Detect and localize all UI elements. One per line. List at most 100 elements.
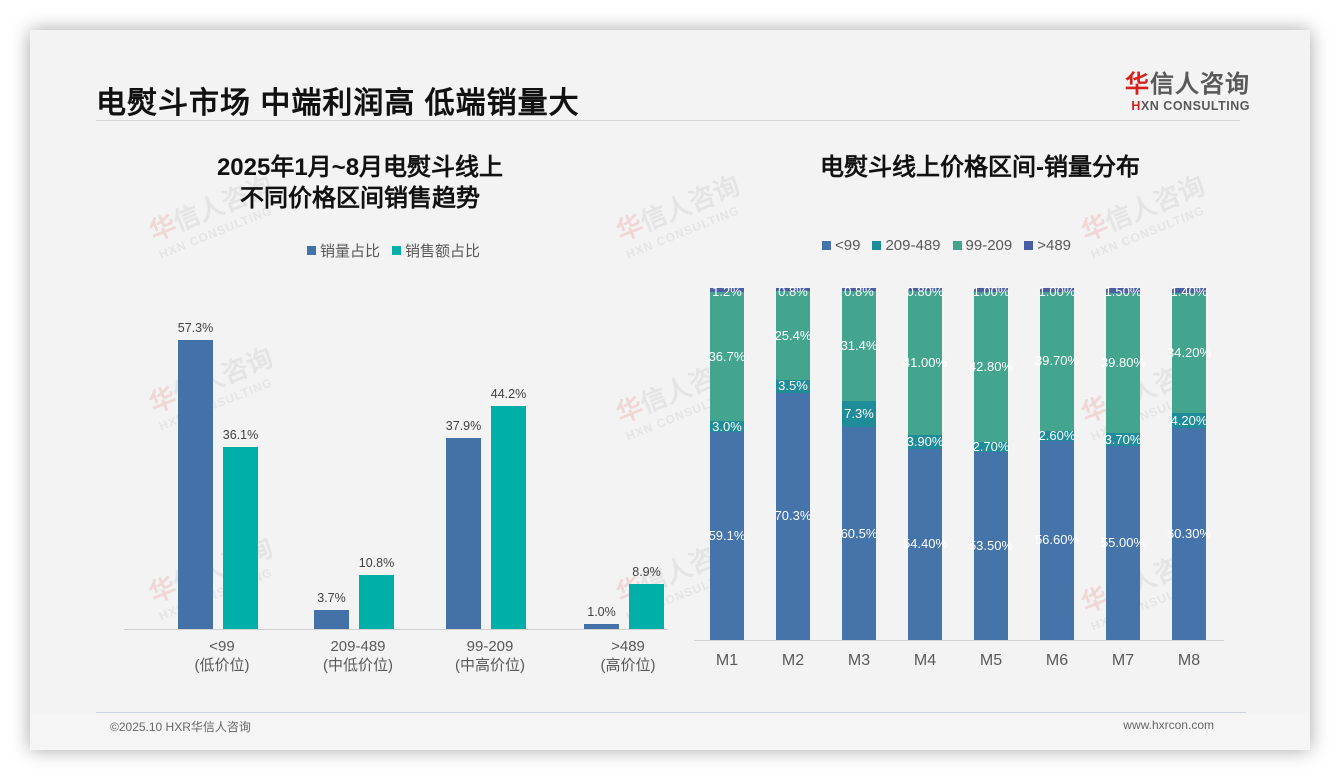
- month-label: M2: [781, 652, 805, 669]
- segment-label: 3.70%: [1104, 431, 1142, 447]
- bar-volume: [446, 437, 481, 629]
- segment-gt489: 0.80%: [907, 284, 944, 299]
- segment-label: 41.00%: [902, 354, 948, 370]
- segment-r99_209: 41.00%: [903, 290, 947, 435]
- segment-label: 3.5%: [778, 378, 808, 394]
- legend-swatch: [392, 246, 402, 255]
- segment-label: 42.80%: [968, 358, 1014, 374]
- segment-r99_209: 34.20%: [1167, 292, 1211, 414]
- left-chart-title: 2025年1月~8月电熨斗线上 不同价格区间销售趋势: [216, 154, 504, 212]
- category-label: >489 (高价位): [600, 638, 656, 674]
- segment-label: 1.40%: [1170, 284, 1208, 300]
- segment-label: 53.50%: [968, 537, 1014, 553]
- segment-r99_209: 31.4%: [841, 290, 877, 402]
- segment-gt489: 0.8%: [776, 284, 810, 299]
- right-chart-plot: 59.1% 3.0% 36.7% 1.2% M1 70.3% 3.5% 25.4% 0.8% M2…: [694, 284, 1224, 688]
- left-chart-legend: 销量占比 销售额占比: [307, 240, 480, 261]
- legend-swatch: [872, 241, 882, 250]
- stacked-bar: 54.40% 3.90% 41.00% 0.80%: [903, 284, 947, 640]
- segment-label: 25.4%: [774, 327, 812, 343]
- month-label: M3: [847, 652, 871, 669]
- segment-r209_489: 3.70%: [1105, 432, 1142, 447]
- segment-r209_489: 3.0%: [710, 419, 744, 434]
- stacked-bar: 53.50% 2.70% 42.80% 1.00%: [969, 284, 1013, 640]
- footer-background: [30, 713, 1310, 750]
- segment-label: 34.20%: [1166, 345, 1212, 361]
- segment-label: 2.60%: [1038, 428, 1076, 444]
- segment-lt99: 54.40%: [903, 448, 947, 640]
- segment-label: 3.0%: [712, 418, 742, 434]
- category-label: 209-489 (中低价位): [323, 638, 393, 674]
- legend-item-99-209: 99-209: [952, 237, 1012, 254]
- legend-swatch: [307, 246, 316, 255]
- month-label: M1: [715, 652, 739, 669]
- stacked-bar: 70.3% 3.5% 25.4% 0.8%: [775, 284, 811, 640]
- footer-copyright: ©2025.10 HXR华信人咨询: [110, 720, 251, 734]
- segment-label: 59.1%: [708, 527, 746, 543]
- bar-amount: [629, 584, 664, 629]
- segment-r99_209: 39.80%: [1101, 293, 1145, 434]
- segment-label: 55.00%: [1100, 535, 1146, 551]
- month-label: M7: [1111, 652, 1135, 669]
- segment-label: 60.5%: [840, 525, 878, 541]
- x-axis-line: [124, 629, 668, 630]
- slide: 华信人咨询 HXN CONSULTING 华信人咨询 HXN CONSULTIN…: [30, 30, 1310, 750]
- footer-website: www.hxrcon.com: [1123, 718, 1214, 732]
- legend-swatch: [822, 241, 831, 250]
- segment-lt99: 70.3%: [775, 392, 811, 640]
- segment-r99_209: 39.70%: [1035, 291, 1079, 432]
- value-label: 10.8%: [358, 555, 395, 570]
- left-chart-plot: 57.3% 36.1% <99 (低价位) 3.7% 10.8% 209-489 (中低价位)…: [124, 310, 668, 674]
- segment-label: 7.3%: [844, 406, 874, 422]
- stacked-bar: 55.00% 3.70% 39.80% 1.50%: [1101, 284, 1145, 640]
- category-label: 99-209 (中高价位): [455, 638, 525, 674]
- segment-r209_489: 3.5%: [776, 378, 810, 393]
- stacked-bar: 56.60% 2.60% 39.70% 1.00%: [1035, 284, 1079, 640]
- segment-label: 39.80%: [1100, 355, 1146, 371]
- company-logo: 华信人咨询 HXN CONSULTING: [1110, 64, 1250, 113]
- value-label: 8.9%: [632, 565, 661, 580]
- segment-lt99: 55.00%: [1101, 446, 1145, 640]
- segment-label: 2.70%: [972, 438, 1010, 454]
- segment-gt489: 1.2%: [710, 284, 744, 299]
- value-label: 44.2%: [490, 387, 527, 402]
- segment-gt489: 1.00%: [1039, 284, 1076, 299]
- value-label: 57.3%: [177, 321, 214, 336]
- segment-lt99: 53.50%: [969, 451, 1013, 640]
- segment-label: 36.7%: [708, 348, 746, 364]
- legend-item-gt489: >489: [1024, 237, 1071, 254]
- segment-gt489: 1.00%: [973, 284, 1010, 299]
- right-chart-title: 电熨斗线上价格区间-销量分布: [820, 154, 1140, 181]
- segment-r99_209: 36.7%: [709, 292, 745, 422]
- legend-swatch: [952, 241, 962, 250]
- segment-label: 56.60%: [1034, 532, 1080, 548]
- logo-chinese: 华信人咨询: [1125, 71, 1250, 98]
- value-label: 37.9%: [445, 418, 482, 433]
- segment-r99_209: 42.80%: [969, 291, 1013, 443]
- segment-gt489: 1.50%: [1105, 284, 1142, 299]
- bar-amount: [491, 406, 526, 629]
- segment-gt489: 1.40%: [1171, 284, 1208, 299]
- x-axis-line: [694, 640, 1224, 641]
- segment-r209_489: 3.90%: [907, 434, 944, 449]
- category-label: <99 (低价位): [194, 638, 250, 674]
- segment-r209_489: 2.70%: [973, 439, 1010, 454]
- footer-divider: [96, 712, 1246, 713]
- segment-lt99: 60.5%: [841, 427, 877, 640]
- value-label: 3.7%: [317, 591, 346, 606]
- segment-label: 31.4%: [840, 338, 878, 354]
- segment-label: 1.00%: [1038, 284, 1076, 300]
- segment-label: 1.2%: [712, 284, 742, 300]
- legend-item-volume: 销量占比: [307, 240, 380, 261]
- page-title: 电熨斗市场 中端利润高 低端销量大: [96, 87, 580, 120]
- segment-label: 60.30%: [1166, 525, 1212, 541]
- segment-r209_489: 2.60%: [1039, 428, 1076, 443]
- month-label: M6: [1045, 652, 1069, 669]
- stacked-bar: 60.30% 4.20% 34.20% 1.40%: [1167, 284, 1211, 640]
- bar-amount: [223, 447, 258, 629]
- segment-r209_489: 7.3%: [842, 401, 876, 428]
- segment-label: 0.8%: [778, 284, 808, 300]
- segment-gt489: 0.8%: [842, 284, 876, 299]
- value-label: 1.0%: [587, 604, 616, 619]
- segment-label: 54.40%: [902, 536, 948, 552]
